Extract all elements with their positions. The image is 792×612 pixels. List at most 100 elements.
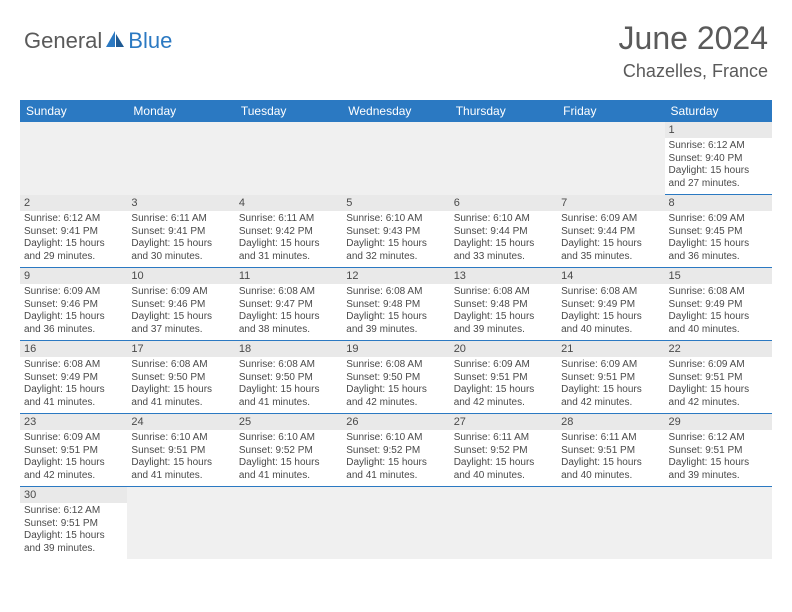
daylight-text: and 39 minutes. — [346, 324, 445, 337]
day-header-monday: Monday — [127, 100, 234, 122]
day-number: 20 — [450, 341, 557, 358]
sunrise-text: Sunrise: 6:08 AM — [24, 359, 123, 372]
daylight-text: Daylight: 15 hours — [669, 311, 768, 324]
daylight-text: Daylight: 15 hours — [131, 311, 230, 324]
daylight-text: and 31 minutes. — [239, 251, 338, 264]
sunrise-text: Sunrise: 6:09 AM — [24, 432, 123, 445]
sunset-text: Sunset: 9:51 PM — [24, 445, 123, 458]
sunset-text: Sunset: 9:46 PM — [131, 299, 230, 312]
empty-cell — [450, 138, 557, 195]
day-number: 5 — [342, 195, 449, 212]
calendar-table: SundayMondayTuesdayWednesdayThursdayFrid… — [20, 100, 772, 559]
day-number: 2 — [20, 195, 127, 212]
daylight-text: and 42 minutes. — [454, 397, 553, 410]
sunset-text: Sunset: 9:43 PM — [346, 226, 445, 239]
day-cell: Sunrise: 6:09 AMSunset: 9:51 PMDaylight:… — [20, 430, 127, 487]
empty-daynum — [20, 122, 127, 138]
day-cell: Sunrise: 6:09 AMSunset: 9:46 PMDaylight:… — [20, 284, 127, 341]
week-2-row: Sunrise: 6:09 AMSunset: 9:46 PMDaylight:… — [20, 284, 772, 341]
daylight-text: Daylight: 15 hours — [24, 384, 123, 397]
daylight-text: Daylight: 15 hours — [669, 165, 768, 178]
day-cell: Sunrise: 6:09 AMSunset: 9:51 PMDaylight:… — [665, 357, 772, 414]
daylight-text: Daylight: 15 hours — [669, 384, 768, 397]
sunrise-text: Sunrise: 6:08 AM — [131, 359, 230, 372]
daylight-text: and 41 minutes. — [239, 470, 338, 483]
sunset-text: Sunset: 9:51 PM — [669, 372, 768, 385]
day-cell: Sunrise: 6:10 AMSunset: 9:51 PMDaylight:… — [127, 430, 234, 487]
day-number: 13 — [450, 268, 557, 285]
daylight-text: Daylight: 15 hours — [346, 238, 445, 251]
sunset-text: Sunset: 9:45 PM — [669, 226, 768, 239]
empty-cell — [235, 503, 342, 559]
sunrise-text: Sunrise: 6:09 AM — [24, 286, 123, 299]
day-number: 12 — [342, 268, 449, 285]
sunset-text: Sunset: 9:51 PM — [669, 445, 768, 458]
day-cell: Sunrise: 6:08 AMSunset: 9:50 PMDaylight:… — [127, 357, 234, 414]
empty-cell — [450, 503, 557, 559]
day-cell: Sunrise: 6:11 AMSunset: 9:42 PMDaylight:… — [235, 211, 342, 268]
empty-daynum — [342, 487, 449, 504]
empty-daynum — [235, 487, 342, 504]
day-cell: Sunrise: 6:12 AMSunset: 9:51 PMDaylight:… — [20, 503, 127, 559]
week-2-daynums: 9101112131415 — [20, 268, 772, 285]
day-number: 24 — [127, 414, 234, 431]
empty-daynum — [127, 487, 234, 504]
day-number: 14 — [557, 268, 664, 285]
sunset-text: Sunset: 9:52 PM — [346, 445, 445, 458]
day-number: 30 — [20, 487, 127, 504]
daylight-text: and 42 minutes. — [24, 470, 123, 483]
sunset-text: Sunset: 9:50 PM — [131, 372, 230, 385]
empty-daynum — [557, 487, 664, 504]
day-number: 11 — [235, 268, 342, 285]
sunrise-text: Sunrise: 6:10 AM — [131, 432, 230, 445]
daylight-text: Daylight: 15 hours — [561, 311, 660, 324]
daylight-text: Daylight: 15 hours — [669, 238, 768, 251]
daylight-text: Daylight: 15 hours — [24, 311, 123, 324]
daylight-text: Daylight: 15 hours — [131, 238, 230, 251]
empty-cell — [127, 138, 234, 195]
sunrise-text: Sunrise: 6:12 AM — [24, 505, 123, 518]
daylight-text: and 41 minutes. — [239, 397, 338, 410]
sunset-text: Sunset: 9:40 PM — [669, 153, 768, 166]
sunrise-text: Sunrise: 6:08 AM — [669, 286, 768, 299]
sunset-text: Sunset: 9:41 PM — [24, 226, 123, 239]
daylight-text: Daylight: 15 hours — [346, 311, 445, 324]
day-cell: Sunrise: 6:11 AMSunset: 9:41 PMDaylight:… — [127, 211, 234, 268]
daylight-text: Daylight: 15 hours — [561, 238, 660, 251]
empty-daynum — [127, 122, 234, 138]
day-cell: Sunrise: 6:12 AMSunset: 9:40 PMDaylight:… — [665, 138, 772, 195]
day-cell: Sunrise: 6:09 AMSunset: 9:44 PMDaylight:… — [557, 211, 664, 268]
day-cell: Sunrise: 6:09 AMSunset: 9:51 PMDaylight:… — [450, 357, 557, 414]
week-3-daynums: 16171819202122 — [20, 341, 772, 358]
sunset-text: Sunset: 9:51 PM — [561, 372, 660, 385]
sunset-text: Sunset: 9:42 PM — [239, 226, 338, 239]
day-number: 27 — [450, 414, 557, 431]
day-number: 29 — [665, 414, 772, 431]
daylight-text: and 39 minutes. — [454, 324, 553, 337]
empty-daynum — [665, 487, 772, 504]
daylight-text: and 36 minutes. — [669, 251, 768, 264]
daylight-text: and 42 minutes. — [561, 397, 660, 410]
daylight-text: and 41 minutes. — [24, 397, 123, 410]
day-cell: Sunrise: 6:10 AMSunset: 9:52 PMDaylight:… — [342, 430, 449, 487]
sunset-text: Sunset: 9:51 PM — [561, 445, 660, 458]
daylight-text: and 40 minutes. — [561, 324, 660, 337]
day-number: 10 — [127, 268, 234, 285]
day-number: 26 — [342, 414, 449, 431]
day-cell: Sunrise: 6:08 AMSunset: 9:48 PMDaylight:… — [450, 284, 557, 341]
sunrise-text: Sunrise: 6:10 AM — [346, 213, 445, 226]
daylight-text: and 39 minutes. — [669, 470, 768, 483]
day-header-thursday: Thursday — [450, 100, 557, 122]
daylight-text: Daylight: 15 hours — [239, 384, 338, 397]
sunrise-text: Sunrise: 6:09 AM — [131, 286, 230, 299]
sunset-text: Sunset: 9:52 PM — [239, 445, 338, 458]
sunrise-text: Sunrise: 6:09 AM — [561, 213, 660, 226]
empty-daynum — [557, 122, 664, 138]
day-number: 4 — [235, 195, 342, 212]
day-header-saturday: Saturday — [665, 100, 772, 122]
day-cell: Sunrise: 6:08 AMSunset: 9:50 PMDaylight:… — [235, 357, 342, 414]
sunrise-text: Sunrise: 6:10 AM — [346, 432, 445, 445]
sunrise-text: Sunrise: 6:11 AM — [239, 213, 338, 226]
day-number: 8 — [665, 195, 772, 212]
day-cell: Sunrise: 6:08 AMSunset: 9:48 PMDaylight:… — [342, 284, 449, 341]
